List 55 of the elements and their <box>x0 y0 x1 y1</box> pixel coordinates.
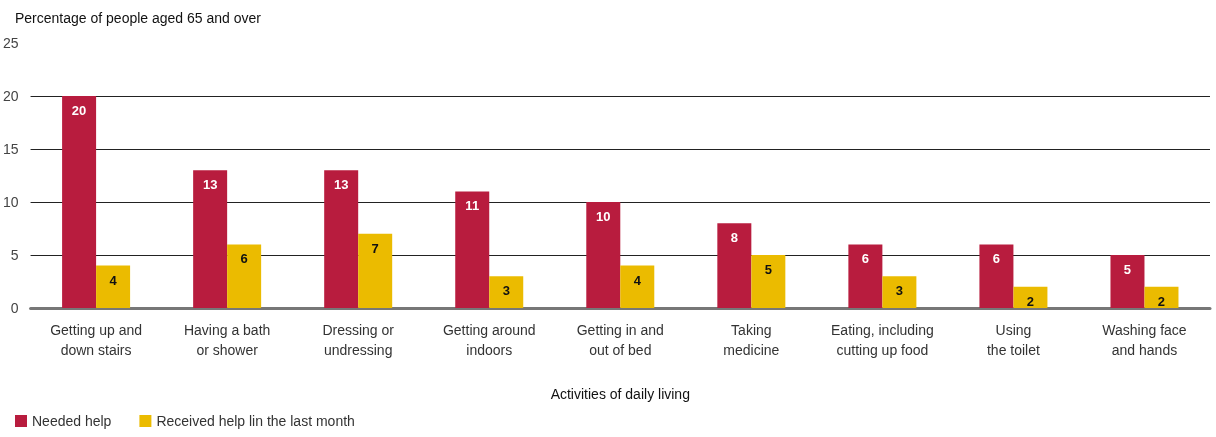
x-tick-label: Using the toilet <box>986 322 1040 358</box>
bar <box>193 170 228 308</box>
y-tick-label: 20 <box>2 88 19 104</box>
bar <box>882 276 917 308</box>
legend-label: Received help lin the last month <box>156 413 355 429</box>
y-tick-label: 25 <box>2 35 19 51</box>
data-label: 20 <box>71 103 87 118</box>
bar <box>979 244 1014 308</box>
y-tick-label: 5 <box>10 247 19 263</box>
bar <box>848 244 883 308</box>
x-tick-label: Getting in and out of bed <box>576 322 664 358</box>
bar <box>62 96 97 308</box>
x-tick-label: Eating, including cutting up food <box>831 322 934 358</box>
y-tick-label: 10 <box>2 194 19 210</box>
data-label: 5 <box>764 262 772 277</box>
bar <box>751 255 786 308</box>
data-label: 2 <box>1026 293 1035 309</box>
y-tick-label: 15 <box>2 141 19 157</box>
data-label: 10 <box>596 209 611 224</box>
data-label: 13 <box>202 177 218 193</box>
bar <box>620 265 655 308</box>
y-axis-title: Percentage of people aged 65 and over <box>15 10 262 26</box>
data-label: 8 <box>730 230 738 246</box>
legend-label: Needed help <box>32 413 112 429</box>
bar <box>96 265 131 308</box>
data-label: 3 <box>502 283 510 299</box>
x-tick-label: Taking medicine <box>723 322 780 358</box>
data-label: 6 <box>992 251 1001 267</box>
bar <box>717 223 752 308</box>
x-tick-label: Dressing or undressing <box>322 322 395 358</box>
bar <box>489 276 524 308</box>
x-tick-label: Having a bath or shower <box>183 322 271 358</box>
bar <box>227 244 262 308</box>
data-label: 4 <box>633 272 642 288</box>
data-label: 6 <box>240 251 248 267</box>
bar <box>1110 255 1145 308</box>
bar <box>1013 286 1048 308</box>
bar <box>1144 286 1179 308</box>
x-tick-label: Getting around indoors <box>442 322 536 358</box>
y-tick-label: 0 <box>10 300 19 316</box>
x-tick-label: Getting up and down stairs <box>50 322 143 358</box>
bar <box>586 202 621 308</box>
data-label: 5 <box>1123 262 1132 277</box>
data-label: 13 <box>333 177 349 193</box>
bar <box>324 170 359 308</box>
data-label: 2 <box>1157 293 1166 309</box>
data-label: 3 <box>895 283 903 299</box>
data-label: 4 <box>109 272 118 288</box>
x-axis-title: Activities of daily living <box>550 386 690 402</box>
data-label: 7 <box>371 240 379 256</box>
data-label: 6 <box>861 251 869 267</box>
bar <box>358 233 393 308</box>
data-label: 11 <box>465 198 480 214</box>
bar <box>455 191 490 308</box>
x-tick-label: Washing face and hands <box>1102 322 1187 358</box>
